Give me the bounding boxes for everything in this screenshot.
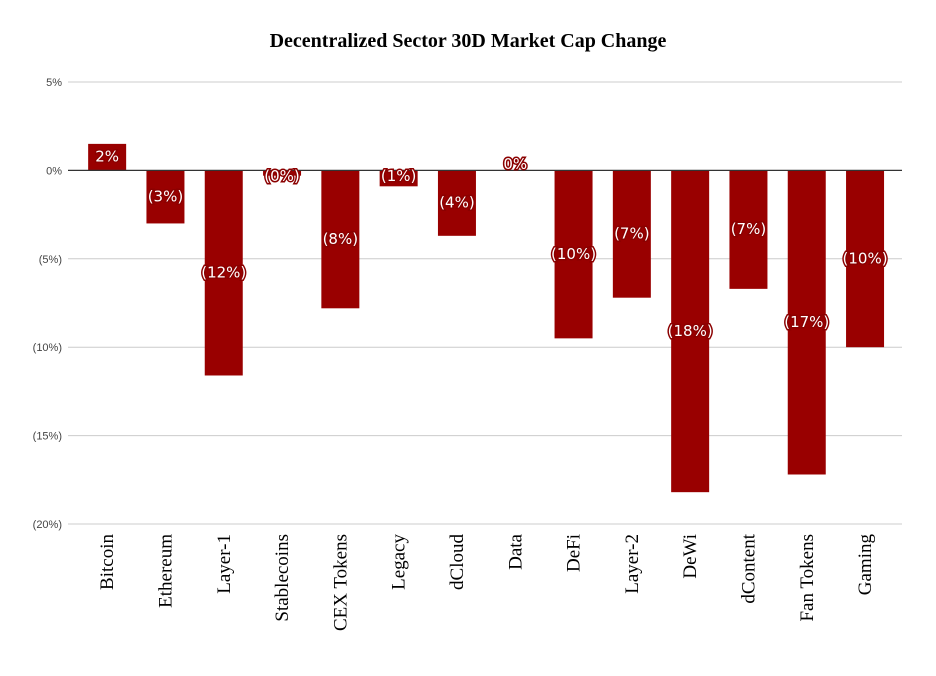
bar (554, 170, 593, 339)
x-tick-label: Legacy (389, 534, 410, 590)
bar (146, 170, 185, 224)
bar (612, 170, 651, 298)
x-tick-label: dCloud (447, 534, 468, 590)
x-tick-label: Stablecoins (272, 534, 293, 622)
x-tick-label: Fan Tokens (797, 534, 818, 622)
data-label: (18%) (668, 322, 713, 340)
y-tick-label: 0% (46, 165, 62, 177)
gridlines (68, 81, 902, 525)
bar (204, 170, 243, 376)
data-label: (10%) (551, 245, 596, 263)
data-label: (7%) (731, 220, 767, 238)
bar (88, 143, 127, 171)
data-label: (4%) (439, 194, 475, 212)
x-tick-label: Layer-1 (214, 534, 235, 594)
x-tick-label: Gaming (855, 534, 876, 596)
bar (379, 170, 418, 187)
data-label: (10%) (843, 249, 888, 267)
bar (263, 170, 302, 176)
bars (88, 143, 885, 493)
x-tick-label: Data (505, 533, 526, 569)
data-label: (0%) (264, 167, 300, 185)
y-tick-label: (5%) (39, 254, 62, 266)
y-tick-label: (20%) (33, 519, 62, 531)
bar (729, 170, 768, 289)
y-tick-label: (10%) (33, 342, 62, 354)
bar (437, 170, 476, 236)
bar (846, 170, 885, 348)
x-axis-ticks: Bitcoin Ethereum Layer-1 Stablecoins CEX Tok… (97, 533, 876, 631)
y-tick-label: (15%) (33, 431, 62, 443)
y-tick-label: 5% (46, 77, 62, 89)
data-label: 2% (95, 148, 119, 166)
bar (671, 170, 710, 493)
data-label: 0% (503, 155, 527, 173)
data-label: (12%) (201, 263, 246, 281)
data-label: (7%) (614, 225, 650, 243)
data-labels: 2% (3%) (12%) (0%) (8%) (1%) (4%) 0% (10%) (7%) (1… (94, 146, 889, 341)
x-tick-label: dContent (738, 533, 759, 603)
x-tick-label: Layer-2 (622, 534, 643, 594)
data-label: (17%) (784, 313, 829, 331)
chart-title: Decentralized Sector 30D Market Cap Chan… (269, 30, 667, 52)
x-tick-label: CEX Tokens (330, 534, 351, 631)
x-tick-label: DeFi (564, 534, 585, 572)
bar (787, 170, 826, 475)
x-tick-label: Bitcoin (97, 534, 118, 590)
bar (321, 170, 360, 309)
y-axis-ticks: 5% 0% (5%) (10%) (15%) (20%) (33, 77, 63, 531)
data-label: (3%) (148, 187, 184, 205)
x-tick-label: DeWi (680, 534, 701, 579)
data-label: (1%) (381, 167, 417, 185)
x-tick-label: Ethereum (155, 534, 176, 608)
data-label: (8%) (323, 230, 359, 248)
